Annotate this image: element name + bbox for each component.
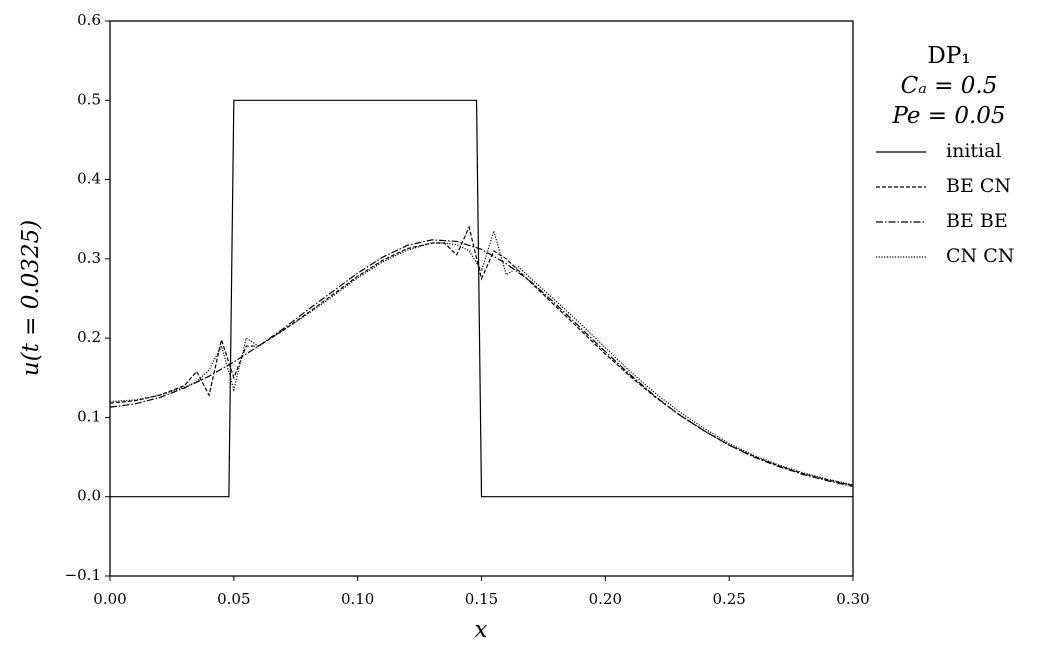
legend-title: Cₐ = 0.5: [901, 73, 998, 99]
x-tick-label: 0.15: [465, 590, 498, 608]
legend-label: BE CN: [946, 175, 1011, 197]
x-tick-label: 0.20: [589, 590, 622, 608]
legend-label: BE BE: [946, 210, 1008, 232]
x-tick-label: 0.10: [341, 590, 374, 608]
x-tick-label: 0.25: [712, 590, 745, 608]
series-line: [110, 99, 853, 498]
legend-label: initial: [946, 140, 1002, 162]
y-tick-label: 0.3: [77, 249, 101, 267]
series-line: [109, 229, 854, 486]
y-tick-label: 0.1: [77, 407, 101, 425]
y-axis-label: u(t = 0.0325): [18, 220, 44, 376]
y-tick-label: 0.2: [77, 328, 101, 346]
legend-title: DP₁: [927, 43, 970, 69]
y-tick-label: −0.1: [65, 566, 101, 584]
y-tick-label: 0.6: [77, 11, 101, 29]
x-tick-label: 0.00: [93, 590, 126, 608]
x-axis-label: x: [475, 617, 488, 643]
legend-title: Pe = 0.05: [891, 103, 1005, 129]
legend-label: CN CN: [946, 245, 1014, 267]
y-tick-label: 0.4: [77, 170, 101, 188]
y-tick-label: 0.0: [77, 487, 101, 505]
y-tick-label: 0.5: [77, 90, 101, 108]
series-line: [109, 239, 854, 487]
x-tick-label: 0.30: [836, 590, 869, 608]
x-tick-label: 0.05: [217, 590, 250, 608]
series-line: [109, 225, 854, 487]
